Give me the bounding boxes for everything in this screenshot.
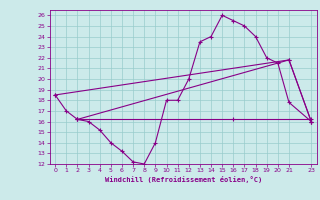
X-axis label: Windchill (Refroidissement éolien,°C): Windchill (Refroidissement éolien,°C) (105, 176, 262, 183)
